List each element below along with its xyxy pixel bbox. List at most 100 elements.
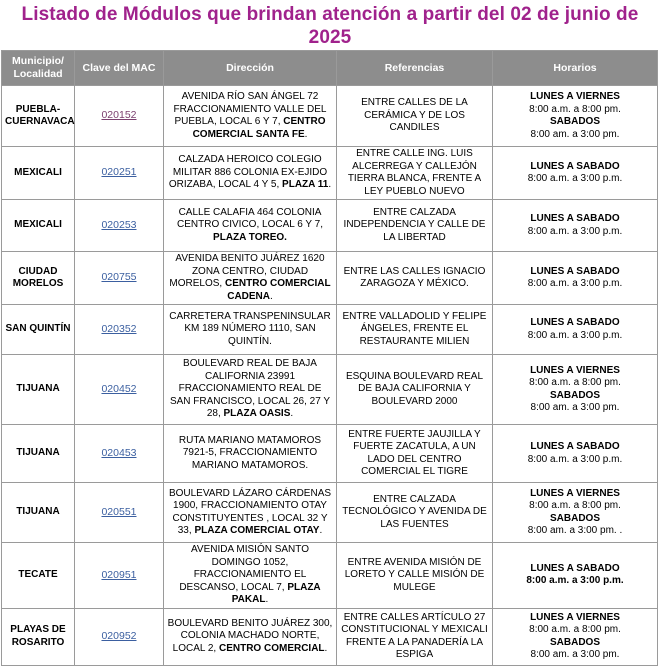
- horario-label: SABADOS: [549, 116, 600, 127]
- direccion-plaza: PLAZA COMERCIAL OTAY: [194, 525, 320, 536]
- direccion-text: CALLE CALAFIA 464 COLONIA CENTRO CIVICO,…: [177, 206, 323, 231]
- direccion-cell: CALZADA HEROICO COLEGIO MILITAR 886 COLO…: [163, 146, 337, 200]
- clave-link[interactable]: 020453: [101, 446, 137, 459]
- horario-label: LUNES A SABADO: [530, 317, 620, 328]
- clave-cell: 020251: [74, 146, 164, 200]
- horarios-cell: LUNES A SABADO 8:00 a.m. a 3:00 p.m.: [492, 199, 658, 252]
- referencias-cell: ENTRE LAS CALLES IGNACIO ZARAGOZA Y MÉXI…: [336, 251, 493, 305]
- referencias-cell: ENTRE VALLADOLID Y FELIPE ÁNGELES, FRENT…: [336, 304, 493, 355]
- referencias-cell: ENTRE FUERTE JAUJILLA Y FUERTE ZACATULA,…: [336, 424, 493, 483]
- header-municipio: Municipio/ Localidad: [1, 50, 75, 86]
- direccion-cell: BOULEVARD REAL DE BAJA CALIFORNIA 23991 …: [163, 354, 337, 425]
- referencias-cell: ENTRE CALZADA INDEPENDENCIA Y CALLE DE L…: [336, 199, 493, 252]
- municipio-cell: PUEBLA-CUERNAVACA: [1, 85, 75, 147]
- horario-value: 8:00 am. a 3:00 pm.: [530, 128, 620, 140]
- direccion-cell: CALLE CALAFIA 464 COLONIA CENTRO CIVICO,…: [163, 199, 337, 252]
- clave-link[interactable]: 020253: [101, 218, 137, 231]
- table-row: MEXICALI 020253 CALLE CALAFIA 464 COLONIA …: [1, 199, 658, 252]
- direccion-end: .: [304, 128, 308, 140]
- direccion-text: BOULEVARD LÁZARO CÁRDENAS 1900, FRACCION…: [168, 487, 332, 537]
- municipio-cell: TIJUANA: [1, 354, 75, 425]
- horario-value: 8:00 a.m. a 3:00 p.m.: [527, 329, 623, 341]
- horarios-cell: LUNES A SABADO 8:00 a.m. a 3:00 p.m.: [492, 146, 658, 200]
- municipio-cell: CIUDAD MORELOS: [1, 251, 75, 305]
- clave-cell: 020551: [74, 482, 164, 543]
- table-row: TIJUANA 020551 BOULEVARD LÁZARO CÁRDENAS 1…: [1, 482, 658, 543]
- direccion-plaza: CENTRO COMERCIAL: [218, 642, 325, 654]
- horario-value: 8:00 a.m. a 3:00 p.m.: [526, 575, 624, 587]
- direccion-end: .: [328, 179, 332, 191]
- horario-label: SABADOS: [549, 636, 600, 648]
- direccion-end: .: [290, 408, 294, 420]
- direccion-plaza: PLAZA PAKAL: [231, 581, 321, 606]
- horario-label: LUNES A VIERNES: [530, 611, 620, 623]
- direccion-end: .: [319, 525, 323, 536]
- direccion-end: .: [270, 290, 273, 302]
- table-row: TIJUANA 020452 BOULEVARD REAL DE BAJA CALI…: [1, 354, 658, 425]
- direccion-cell: AVENIDA BENITO JUÁREZ 1620 ZONA CENTRO, …: [163, 251, 337, 305]
- direccion-text: BOULEVARD REAL DE BAJA CALIFORNIA 23991 …: [169, 358, 331, 420]
- direccion-cell: RUTA MARIANO MATAMOROS 7921-5, FRACCIONA…: [163, 424, 337, 483]
- clave-cell: 020951: [74, 542, 164, 609]
- header-referencias: Referencias: [336, 50, 493, 86]
- clave-link[interactable]: 020551: [101, 505, 137, 518]
- clave-cell: 020253: [74, 199, 164, 252]
- horario-label: LUNES A SABADO: [530, 562, 620, 574]
- horario-label: LUNES A SABADO: [530, 160, 620, 172]
- header-clave: Clave del MAC: [74, 50, 164, 86]
- clave-link[interactable]: 020352: [101, 322, 137, 335]
- clave-link[interactable]: 020251: [101, 166, 137, 179]
- clave-link[interactable]: 020755: [101, 271, 137, 284]
- horario-label: LUNES A SABADO: [530, 213, 620, 224]
- clave-link[interactable]: 020951: [101, 568, 137, 581]
- direccion-text: BOULEVARD BENITO JUÁREZ 300, COLONIA MAC…: [167, 617, 333, 654]
- table-row: SAN QUINTÍN 020352 CARRETERA TRANSPENINSUL…: [1, 304, 658, 355]
- municipio-cell: MEXICALI: [1, 146, 75, 200]
- clave-link[interactable]: 020952: [101, 629, 137, 642]
- horario-value: 8:00 am. a 3:00 pm. .: [527, 525, 623, 536]
- direccion-cell: AVENIDA MISIÓN SANTO DOMINGO 1052, FRACC…: [163, 542, 337, 609]
- clave-cell: 020453: [74, 424, 164, 483]
- horario-label: SABADOS: [549, 512, 600, 524]
- clave-cell: 020952: [74, 607, 164, 666]
- direccion-cell: BOULEVARD BENITO JUÁREZ 300, COLONIA MAC…: [163, 607, 337, 666]
- header-direccion: Dirección: [163, 50, 337, 86]
- municipio-cell: PLAYAS DE ROSARITO: [1, 607, 75, 666]
- horario-value: 8:00 a.m. a 3:00 p.m.: [527, 278, 623, 289]
- horario-label: SABADOS: [549, 389, 600, 401]
- table-row: MEXICALI 020251 CALZADA HEROICO COLEGIO MI…: [1, 146, 658, 200]
- page-title: Listado de Módulos que brindan atención …: [21, 4, 639, 48]
- direccion-text: AVENIDA BENITO JUÁREZ 1620 ZONA CENTRO, …: [169, 253, 325, 289]
- table-row: TECATE 020951 AVENIDA MISIÓN SANTO DOMINGO…: [1, 542, 658, 609]
- municipio-cell: SAN QUINTÍN: [1, 304, 75, 355]
- table-row: PLAYAS DE ROSARITO 020952 BOULEVARD BENITO…: [1, 607, 658, 666]
- horarios-cell: LUNES A VIERNES 8:00 a.m. a 8:00 pm. SABAD…: [492, 85, 658, 147]
- direccion-plaza: PLAZA TOREO.: [213, 231, 287, 243]
- horario-value: 8:00 am. a 3:00 pm.: [530, 649, 620, 660]
- horario-value: 8:00 a.m. a 8:00 pm.: [529, 377, 621, 388]
- horario-label: LUNES A VIERNES: [530, 91, 620, 102]
- direccion-cell: AVENIDA RÍO SAN ÁNGEL 72 FRACCIONAMIENTO…: [163, 85, 337, 147]
- horario-label: LUNES A VIERNES: [530, 487, 620, 499]
- horario-value: 8:00 a.m. a 8:00 pm.: [529, 500, 621, 511]
- horarios-cell: LUNES A VIERNES 8:00 a.m. a 8:00 pm. SABAD…: [492, 482, 658, 543]
- direccion-text: CALZADA HEROICO COLEGIO MILITAR 886 COLO…: [168, 154, 328, 191]
- table-header-row: Municipio/ Localidad Clave del MAC Direc…: [1, 50, 658, 86]
- direccion-cell: BOULEVARD LÁZARO CÁRDENAS 1900, FRACCION…: [163, 482, 337, 543]
- direccion-plaza: CENTRO COMERCIAL CADENA: [225, 278, 331, 302]
- clave-cell: 020452: [74, 354, 164, 425]
- clave-link[interactable]: 020152: [101, 109, 137, 122]
- direccion-end: .: [324, 642, 328, 654]
- municipio-cell: TECATE: [1, 542, 75, 609]
- clave-cell: 020755: [74, 251, 164, 305]
- municipio-cell: MEXICALI: [1, 199, 75, 252]
- municipio-cell: TIJUANA: [1, 482, 75, 543]
- municipio-cell: TIJUANA: [1, 424, 75, 483]
- modules-table: Municipio/ Localidad Clave del MAC Direc…: [1, 50, 658, 666]
- horarios-cell: LUNES A SABADO 8:00 a.m. a 3:00 p.m.: [492, 424, 658, 483]
- clave-link[interactable]: 020452: [101, 382, 137, 395]
- header-horarios: Horarios: [492, 50, 658, 86]
- table-row: CIUDAD MORELOS 020755 AVENIDA BENITO JUÁRE…: [1, 251, 658, 305]
- table-row: TIJUANA 020453 RUTA MARIANO MATAMOROS 7921…: [1, 424, 658, 483]
- horario-label: LUNES A SABADO: [530, 441, 620, 452]
